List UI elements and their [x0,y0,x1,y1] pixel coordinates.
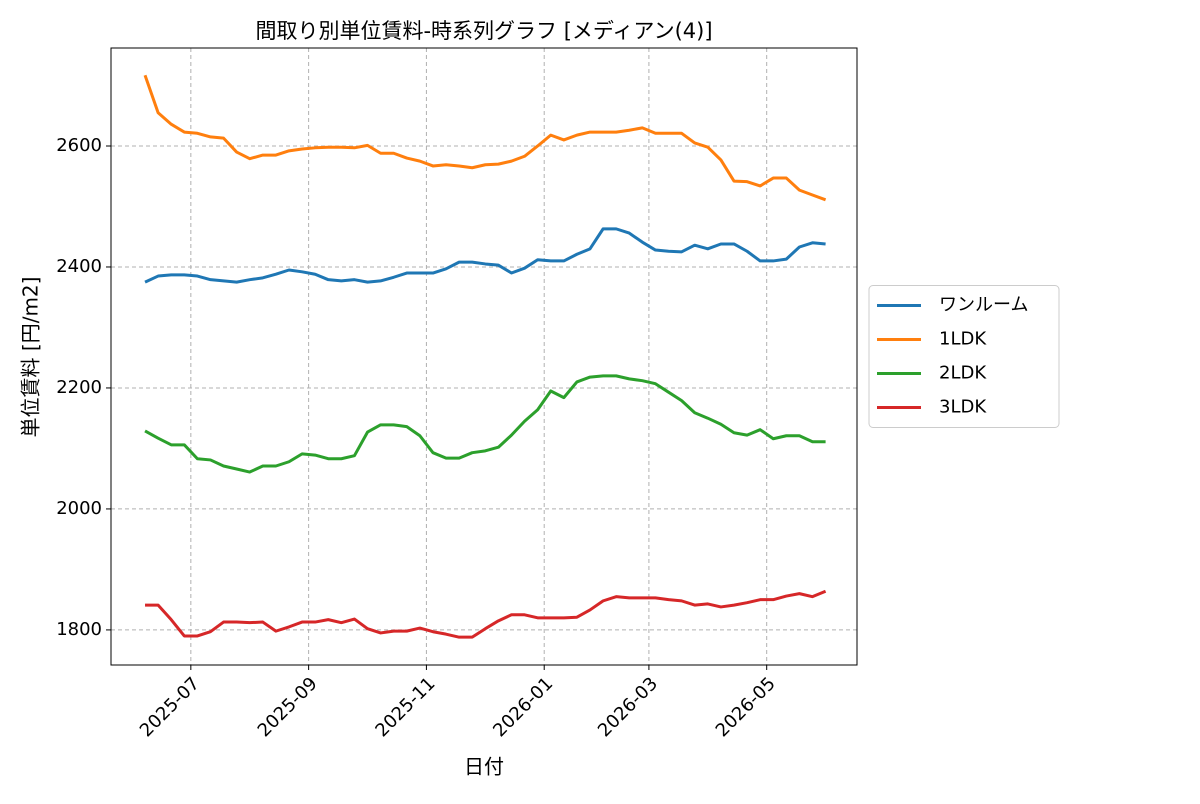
series-line [144,227,826,284]
legend-label: 1LDK [939,329,987,350]
y-tick-label: 1800 [56,619,102,640]
y-tick-label: 2200 [56,377,102,398]
x-axis-label: 日付 [464,755,504,779]
chart-title: 間取り別単位賃料-時系列グラフ [メディアン(4)] [255,19,712,43]
legend-label: 2LDK [939,363,987,384]
y-tick-label: 2000 [56,498,102,519]
series-line [145,589,827,639]
plot-frame [110,47,858,666]
legend-label: 3LDK [939,397,987,418]
legend-box [868,285,1060,428]
series-line [143,74,827,202]
series-line [144,374,826,474]
y-axis-label: 単位賃料 [円/m2] [19,277,43,438]
legend-label: ワンルーム [939,295,1028,316]
y-tick-label: 2600 [56,135,102,156]
y-tick-label: 2400 [56,256,102,277]
